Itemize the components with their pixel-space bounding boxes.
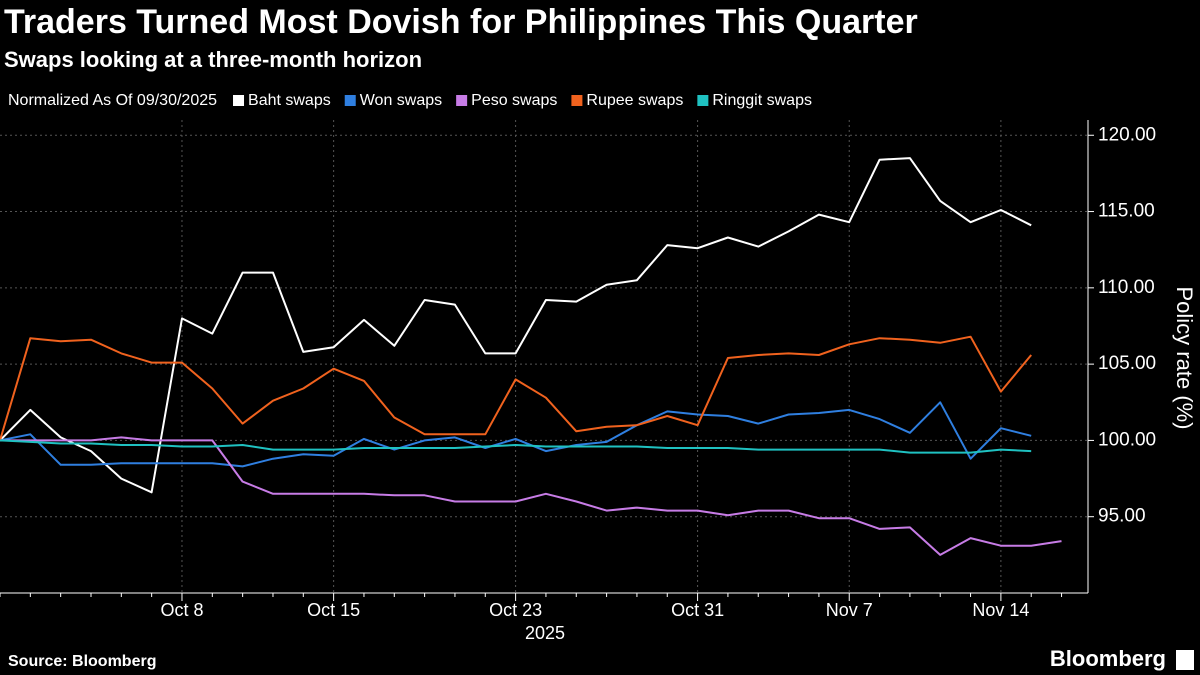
legend-note: Normalized As Of 09/30/2025 <box>8 92 217 109</box>
y-tick-label: 110.00 <box>1098 277 1155 298</box>
legend-swatch <box>571 95 583 106</box>
chart-subtitle: Swaps looking at a three-month horizon <box>4 47 422 72</box>
x-tick-label: Oct 15 <box>307 600 360 620</box>
legend-swatch <box>697 95 709 106</box>
brand-icon <box>1176 650 1194 670</box>
series-line <box>0 439 1032 454</box>
legend-swatch <box>233 95 245 106</box>
x-tick-label: Nov 7 <box>826 600 873 620</box>
series-line <box>0 401 1032 468</box>
series-line <box>0 436 1062 556</box>
brand: Bloomberg <box>1050 646 1166 671</box>
y-tick-label: 105.00 <box>1098 353 1156 374</box>
source: Source: Bloomberg <box>8 653 156 670</box>
y-axis-label: Policy rate (%) <box>1172 286 1197 429</box>
x-tick-label: Nov 14 <box>972 600 1029 620</box>
y-tick-label: 95.00 <box>1098 506 1146 527</box>
legend-label: Peso swaps <box>471 92 557 109</box>
legend-label: Ringgit swaps <box>712 92 812 109</box>
series-line <box>0 157 1032 494</box>
y-tick-label: 120.00 <box>1098 124 1156 145</box>
legend-swatch <box>344 95 356 106</box>
chart-title: Traders Turned Most Dovish for Philippin… <box>4 3 918 41</box>
x-axis-label: 2025 <box>525 623 565 643</box>
legend-label: Won swaps <box>360 92 442 109</box>
x-tick-label: Oct 31 <box>671 600 724 620</box>
legend-swatch <box>456 95 468 106</box>
y-tick-label: 100.00 <box>1098 429 1156 450</box>
legend-label: Baht swaps <box>248 92 331 109</box>
series-line <box>0 335 1032 441</box>
x-tick-label: Oct 23 <box>489 600 542 620</box>
legend-label: Rupee swaps <box>586 92 683 109</box>
x-tick-label: Oct 8 <box>160 600 203 620</box>
y-tick-label: 115.00 <box>1098 201 1155 222</box>
